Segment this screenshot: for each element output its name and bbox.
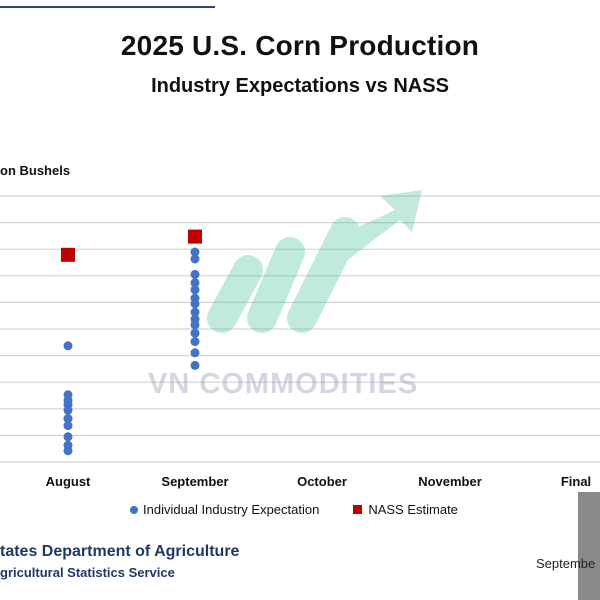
industry-expectation-point bbox=[190, 254, 200, 264]
legend-label: NASS Estimate bbox=[368, 502, 458, 517]
side-decoration-bar bbox=[578, 492, 600, 600]
industry-expectation-point bbox=[63, 446, 73, 456]
industry-expectation-point bbox=[63, 405, 73, 415]
x-tick-label: October bbox=[297, 474, 347, 489]
industry-expectation-point bbox=[63, 421, 73, 431]
footer-service-name: gricultural Statistics Service bbox=[0, 565, 175, 580]
industry-expectation-point bbox=[190, 360, 200, 370]
square-marker-icon bbox=[353, 505, 363, 514]
industry-expectation-point bbox=[190, 348, 200, 358]
chart-legend: Individual Industry Expectation NASS Est… bbox=[130, 502, 492, 517]
industry-expectation-point bbox=[190, 247, 200, 257]
industry-expectation-point bbox=[190, 328, 200, 338]
watermark-logo-icon bbox=[207, 190, 422, 333]
chart-title: 2025 U.S. Corn Production bbox=[120, 30, 480, 61]
industry-expectation-point bbox=[63, 432, 73, 442]
industry-expectation-point bbox=[190, 278, 200, 288]
x-tick-label: November bbox=[418, 474, 482, 489]
legend-label: Individual Industry Expectation bbox=[143, 502, 320, 517]
legend-item-nass: NASS Estimate bbox=[353, 502, 458, 517]
industry-expectation-point bbox=[63, 414, 73, 424]
circle-marker-icon bbox=[130, 505, 138, 514]
x-tick-label: August bbox=[45, 474, 91, 489]
industry-expectation-point bbox=[190, 269, 200, 279]
industry-expectation-point bbox=[190, 320, 200, 330]
x-tick-label: September bbox=[161, 474, 229, 489]
nass-estimate-point bbox=[188, 229, 202, 244]
industry-expectation-point bbox=[190, 299, 200, 309]
nass-estimate-point bbox=[61, 247, 75, 262]
industry-expectation-point bbox=[190, 307, 200, 317]
industry-expectation-point bbox=[190, 337, 200, 347]
watermark-text: VN COMMODITIES bbox=[148, 368, 419, 400]
chart-subtitle: Industry Expectations vs NASS bbox=[151, 75, 449, 97]
industry-expectation-point bbox=[190, 285, 200, 295]
y-axis-label: on Bushels bbox=[0, 163, 71, 178]
industry-expectation-point bbox=[63, 341, 73, 351]
x-tick-label: Final bbox=[560, 474, 592, 489]
top-accent-line bbox=[0, 6, 215, 8]
footer-date: Septembe bbox=[536, 556, 596, 571]
footer-agency-name: tates Department of Agriculture bbox=[0, 543, 240, 560]
legend-item-industry: Individual Industry Expectation bbox=[130, 502, 319, 517]
